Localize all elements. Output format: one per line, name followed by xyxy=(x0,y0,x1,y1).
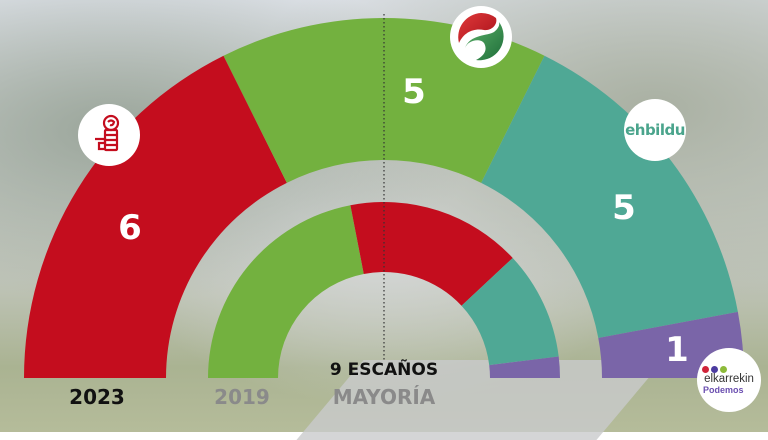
year-2019-label: 2019 xyxy=(214,385,270,409)
arc-segment-2023-2 xyxy=(481,55,738,338)
pnv-logo xyxy=(450,6,512,68)
seat-count-bildu: 5 xyxy=(612,188,636,228)
pnv-logo-icon xyxy=(458,12,504,61)
ehbildu-logo-text: ehbildu xyxy=(625,121,685,139)
arc-segment-2019-2 xyxy=(461,257,559,366)
podemos-dots-icon xyxy=(702,365,727,373)
elkarrekin-podemos-logo: elkarrekin Podemos xyxy=(697,348,761,412)
inner-arc-2019 xyxy=(208,202,560,378)
arc-segment-2019-3 xyxy=(489,356,560,378)
ehbildu-logo: ehbildu xyxy=(624,99,686,161)
podemos-text: Podemos xyxy=(703,384,744,395)
majority-label: MAYORÍA xyxy=(332,385,436,409)
seat-count-podemos: 1 xyxy=(665,330,689,370)
arc-segment-2019-1 xyxy=(350,202,513,306)
arc-segment-2019-0 xyxy=(208,205,364,378)
majority-seats-label: 9 ESCAÑOS xyxy=(329,360,439,380)
pse-rose-fist-icon xyxy=(95,114,120,152)
pse-logo xyxy=(78,104,140,166)
outer-arc-2023 xyxy=(24,17,744,379)
seat-count-pse: 6 xyxy=(118,208,142,248)
elkarrekin-text: elkarrekin xyxy=(704,372,754,385)
seat-count-pnv: 5 xyxy=(402,72,426,112)
year-2023-label: 2023 xyxy=(69,385,125,409)
arc-segment-2023-0 xyxy=(24,55,287,379)
